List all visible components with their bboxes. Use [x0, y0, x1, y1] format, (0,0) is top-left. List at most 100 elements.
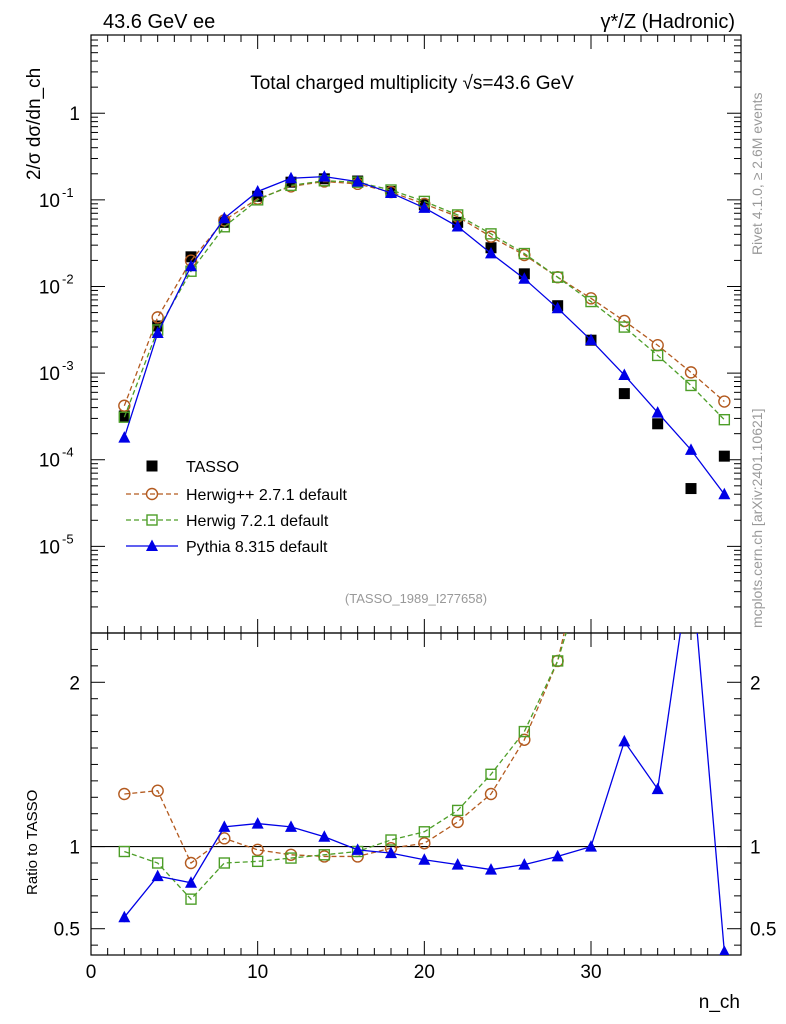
- ratio-line-circle: [124, 633, 565, 864]
- legend-entry: Pythia 8.315 default: [126, 539, 328, 556]
- ratio-point-circle: [151, 784, 164, 797]
- ratio-point-triangle: [251, 817, 264, 829]
- ratio-point-triangle: [218, 820, 231, 832]
- ratio-point-circle: [484, 787, 498, 801]
- y-tick-label-exponent: -5: [62, 531, 74, 546]
- ratio-point-circle: [118, 787, 131, 801]
- main-point-triangle: [618, 368, 631, 381]
- main-point-triangle: [685, 443, 697, 455]
- main-point-square: [118, 411, 131, 423]
- main-point-data: [185, 251, 197, 263]
- main-point-square: [451, 209, 464, 221]
- x-tick-label: 0: [86, 962, 97, 983]
- legend-entry: TASSO: [146, 459, 239, 476]
- y-axis-label-ratio: Ratio to TASSO: [24, 790, 41, 895]
- ratio-point-circle: [218, 832, 231, 845]
- y-tick-label-ratio-right: 1: [750, 838, 761, 859]
- main-line-circle: [123, 180, 725, 406]
- ratio-point-circle: [418, 837, 431, 850]
- ratio-point-triangle: [418, 853, 431, 865]
- main-series-data: [118, 173, 730, 495]
- main-point-triangle: [451, 220, 464, 232]
- ratio-point-triangle: [318, 830, 331, 842]
- ratio-point-square: [485, 768, 497, 780]
- main-point-data: [152, 320, 164, 332]
- ratio-point-square: [418, 826, 431, 838]
- ratio-series-triangle: [118, 633, 730, 955]
- legend-label: Herwig 7.2.1 default: [186, 513, 329, 530]
- main-point-triangle: [485, 246, 497, 259]
- ratio-point-triangle: [285, 820, 297, 832]
- ratio-point-triangle: [551, 849, 564, 862]
- main-point-square: [651, 349, 664, 362]
- y-tick-label-ratio: 0.5: [54, 920, 80, 941]
- legend-entry: Herwig 7.2.1 default: [126, 513, 329, 530]
- x-tick-label: 10: [247, 962, 268, 983]
- y-tick-label-exponent: -2: [62, 271, 74, 286]
- ratio-point-triangle: [618, 734, 631, 747]
- main-point-triangle: [318, 170, 331, 182]
- legend-marker: [146, 539, 158, 551]
- main-line-square: [123, 180, 725, 421]
- y-tick-label-ratio: 1: [69, 838, 80, 859]
- y-tick-label-ratio-right: 2: [750, 673, 761, 694]
- main-point-triangle: [185, 259, 197, 272]
- ratio-point-square: [518, 725, 531, 738]
- main-point-circle: [718, 395, 731, 408]
- main-point-circle: [684, 366, 698, 379]
- ratio-plot-frame: [90, 632, 742, 956]
- ratio-point-square: [586, 546, 596, 556]
- legend-label: Pythia 8.315 default: [186, 539, 328, 556]
- main-point-triangle: [551, 301, 564, 314]
- ratio-point-square: [285, 852, 297, 864]
- ratio-point-square: [719, 579, 729, 589]
- rivet-version-label: Rivet 4.1.0, ≥ 2.6M events: [749, 92, 765, 255]
- ratio-point-triangle: [518, 858, 531, 870]
- main-point-circle: [118, 399, 131, 412]
- main-series-triangle: [118, 170, 731, 500]
- ratio-point-triangle: [185, 876, 197, 888]
- x-tick-label: 30: [580, 962, 601, 983]
- ratio-point-triangle: [451, 858, 464, 870]
- main-point-triangle: [285, 171, 297, 184]
- ratio-line-triangle: [123, 633, 725, 952]
- header-left: 43.6 GeV ee: [103, 11, 215, 33]
- ratio-point-triangle: [351, 843, 364, 855]
- legend-marker: [145, 487, 159, 501]
- y-tick-label-exponent: -3: [62, 358, 74, 373]
- main-point-triangle: [518, 272, 531, 284]
- main-point-square: [551, 271, 564, 283]
- main-point-triangle: [351, 175, 364, 187]
- y-tick-label-main: 1: [69, 104, 80, 125]
- ratio-point-triangle: [151, 869, 164, 882]
- main-series-square: [118, 175, 731, 426]
- main-point-triangle: [218, 211, 231, 224]
- main-point-triangle: [651, 406, 664, 418]
- mcplots-label: mcplots.cern.ch [arXiv:2401.10621]: [749, 409, 765, 628]
- main-point-triangle: [718, 487, 731, 500]
- main-point-square: [518, 247, 531, 260]
- legend-label: TASSO: [186, 459, 239, 476]
- ratio-point-square: [151, 857, 164, 869]
- main-point-square: [618, 321, 631, 333]
- y-tick-label-main: 10: [39, 537, 60, 558]
- ratio-series-circle: [118, 299, 730, 870]
- ratio-line-square: [124, 633, 567, 901]
- x-axis-label: n_ch: [699, 992, 740, 1013]
- y-tick-label-main: 10: [39, 191, 60, 212]
- ratio-point-square: [118, 845, 131, 858]
- header-right: γ*/Z (Hadronic): [601, 11, 735, 33]
- ratio-point-circle: [551, 654, 564, 668]
- y-tick-label-main: 10: [39, 277, 60, 298]
- ratio-point-square: [185, 893, 197, 905]
- x-tick-label: 20: [414, 962, 435, 983]
- main-point-triangle: [151, 326, 164, 339]
- ratio-point-circle: [719, 299, 730, 310]
- main-point-data: [718, 450, 730, 462]
- main-point-data: [685, 483, 697, 495]
- ratio-point-circle: [184, 856, 198, 870]
- main-point-triangle: [118, 431, 131, 443]
- ratio-point-circle: [586, 513, 597, 524]
- legend-label: Herwig++ 2.7.1 default: [186, 487, 348, 504]
